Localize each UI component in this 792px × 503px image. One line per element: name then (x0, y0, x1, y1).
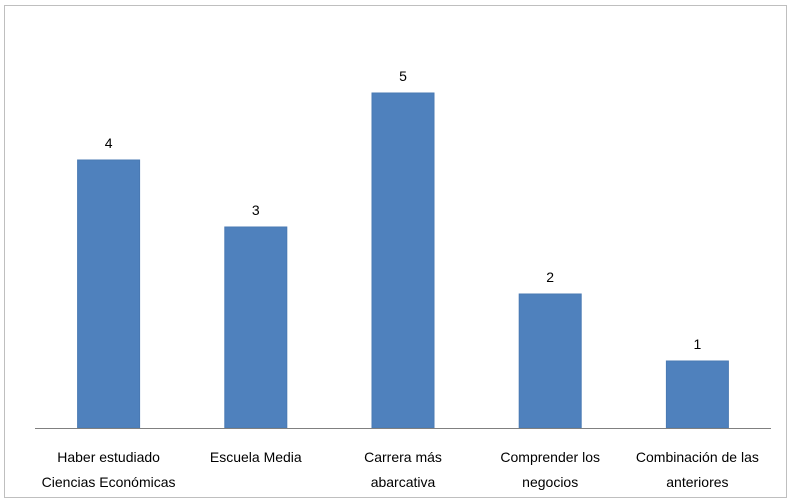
bar-value-label: 1 (694, 336, 702, 352)
value-labels-group: 4 3 5 2 1 (105, 68, 702, 352)
bar-value-label: 5 (399, 68, 407, 84)
category-tick-label: Comprender los (500, 449, 600, 465)
bar (371, 92, 435, 429)
category-tick-label: negocios (522, 474, 578, 490)
bar-value-label: 2 (546, 269, 554, 285)
bar (518, 293, 582, 429)
category-tick-label: abarcativa (371, 474, 436, 490)
bar-value-label: 3 (252, 202, 260, 218)
bar (77, 159, 141, 429)
category-tick-label: Ciencias Económicas (42, 474, 176, 490)
bars-group (77, 92, 729, 429)
bar (665, 360, 729, 429)
category-labels-group: Haber estudiado Ciencias Económicas Escuel… (42, 449, 759, 490)
bar-value-label: 4 (105, 135, 113, 151)
category-tick-label: Haber estudiado (57, 449, 160, 465)
category-tick-label: Carrera más (364, 449, 442, 465)
category-tick-label: Escuela Media (210, 449, 302, 465)
category-tick-label: Combinación de las (636, 449, 759, 465)
category-tick-label: anteriores (666, 474, 728, 490)
bar (224, 226, 288, 429)
